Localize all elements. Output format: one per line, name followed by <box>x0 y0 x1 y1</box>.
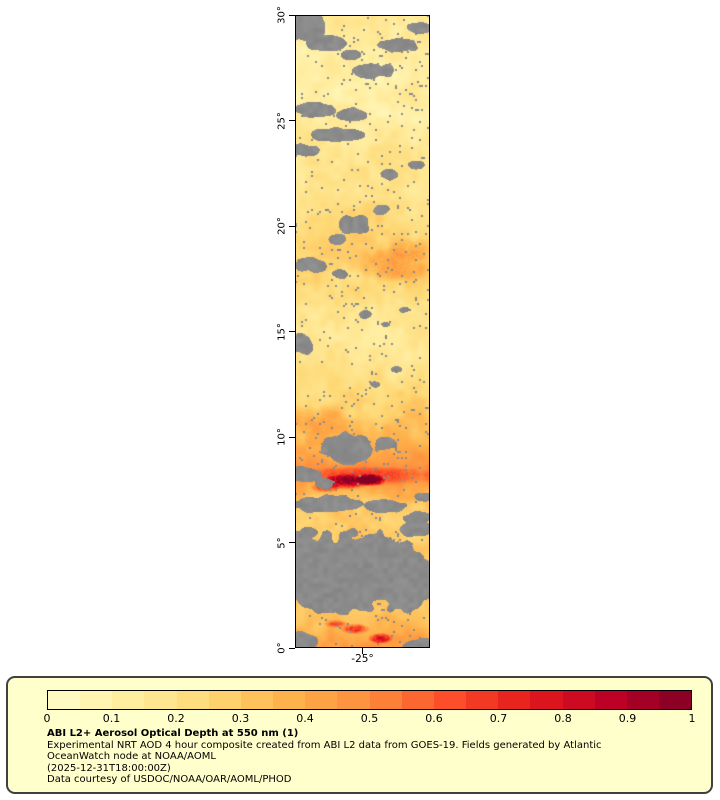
longitude-axis: -25° <box>295 15 430 665</box>
caption-line: Data courtesy of USDOC/NOAA/OAR/AOML/PHO… <box>47 774 292 785</box>
caption-line: (2025-12-31T18:00:00Z) <box>47 762 171 774</box>
colorbar-segment <box>48 691 81 709</box>
colorbar-tick-label: 0 <box>43 712 51 725</box>
colorbar-segment <box>305 691 338 709</box>
caption-title: ABI L2+ Aerosol Optical Depth at 550 nm … <box>47 728 299 739</box>
lat-tick-mark <box>289 647 295 649</box>
lat-tick-mark <box>289 331 295 332</box>
colorbar-segment <box>530 691 563 709</box>
colorbar-tick-label: 0.7 <box>489 712 508 725</box>
lat-tick-mark <box>289 14 295 16</box>
colorbar-segment <box>273 691 306 709</box>
colorbar-tick-label: 1 <box>688 712 696 725</box>
colorbar-segment <box>337 691 370 709</box>
colorbar-tick-label: 0.4 <box>296 712 314 725</box>
latitude-axis: 30° 25° 20° 15° 10° 5° 0° <box>277 6 430 654</box>
colorbar-tick-labels: 0 0.1 0.2 0.3 0.4 0.5 0.6 0.7 0.8 0.9 1 <box>43 712 696 726</box>
lat-tick-label: 0° <box>276 642 288 654</box>
colorbar-segment <box>498 691 531 709</box>
colorbar-segment <box>466 691 499 709</box>
aod-map-raster <box>295 15 430 648</box>
caption-lines: Experimental NRT AOD 4 hour composite cr… <box>47 740 699 786</box>
lat-tick-mark <box>289 120 295 121</box>
colorbar-tick-label: 0.8 <box>554 712 572 725</box>
colorbar-segment <box>401 691 434 709</box>
colorbar-segment <box>594 691 627 709</box>
colorbar-tick-label: 0.5 <box>360 712 379 725</box>
colorbar-segment <box>240 691 274 709</box>
colorbar-tick-label: 0.2 <box>167 712 185 725</box>
colorbar-tick-label: 0.9 <box>618 712 637 725</box>
lat-tick-mark <box>289 225 295 227</box>
colorbar-tick-label: 0.6 <box>425 712 443 725</box>
colorbar-tick-label: 0.3 <box>231 712 250 725</box>
lat-tick-mark <box>289 436 295 438</box>
lat-tick-label: 10° <box>276 428 288 446</box>
caption-line: Experimental NRT AOD 4 hour composite cr… <box>47 739 602 751</box>
colorbar-segment <box>208 691 241 709</box>
legend-panel: 0 0.1 0.2 0.3 0.4 0.5 0.6 0.7 0.8 0.9 1 ABI L2+ Ae… <box>6 676 713 794</box>
colorbar-segment <box>112 691 145 709</box>
lat-tick-mark <box>289 542 295 543</box>
colorbar-segment <box>369 691 402 709</box>
colorbar-tick-label: 0.1 <box>102 712 121 725</box>
colorbar-segment <box>626 691 659 709</box>
lat-tick-label: 20° <box>276 217 288 235</box>
colorbar <box>47 690 692 710</box>
colorbar-segment <box>433 691 467 709</box>
colorbar-segment <box>176 691 209 709</box>
lat-tick-label: 25° <box>276 111 288 130</box>
lat-tick-label: 5° <box>276 536 288 549</box>
map-plot: 30° 25° 20° 15° 10° 5° 0° -25° <box>277 6 430 665</box>
colorbar-segment <box>658 691 692 709</box>
colorbar-segment <box>80 691 113 709</box>
caption: ABI L2+ Aerosol Optical Depth at 550 nm … <box>47 728 699 786</box>
lon-tick-mark <box>362 648 363 654</box>
lat-tick-label: 15° <box>276 322 288 341</box>
colorbar-segment <box>144 691 177 709</box>
lon-tick-label: -25° <box>351 653 374 665</box>
caption-line: OceanWatch node at NOAA/AOML <box>47 751 216 762</box>
colorbar-segment <box>562 691 595 709</box>
lat-tick-label: 30° <box>276 6 288 24</box>
